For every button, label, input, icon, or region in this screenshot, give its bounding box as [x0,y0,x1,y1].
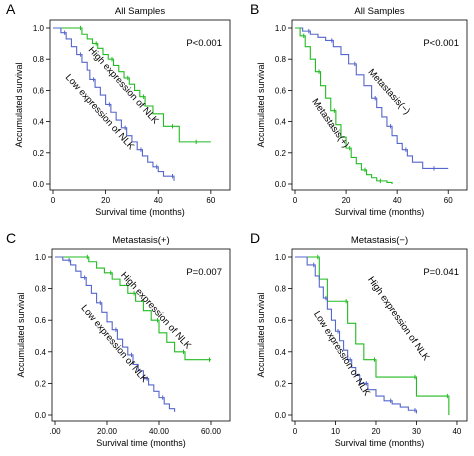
plot-frame [291,248,468,422]
y-tick-label: 1.0 [35,253,47,262]
x-tick-label: 30 [412,427,421,436]
panel-letter: B [250,1,259,17]
y-tick-label: 0.4 [35,348,47,357]
x-tick-label: 20 [372,427,381,436]
x-tick-label: 0 [293,196,298,205]
plot-frame [291,19,468,191]
series-label: Low expression of NLK [79,303,151,385]
survival-curve [295,256,450,415]
y-tick-label: 0.6 [33,86,45,95]
x-axis-label: Survival time (months) [95,207,185,217]
y-tick-label: 0.2 [275,149,287,158]
y-tick-label: 0.2 [35,379,47,388]
x-tick-label: 60 [206,196,215,205]
p-value-annotation: P=0.007 [186,267,222,278]
y-tick-label: 0.0 [35,411,47,420]
x-axis-label: Survival time (months) [335,207,425,217]
survival-curve [295,27,449,169]
y-tick-label: 0.2 [275,379,287,388]
y-tick-label: 0.0 [33,180,45,189]
y-tick-label: 0.0 [275,180,287,189]
x-tick-label: 60 [444,196,453,205]
y-tick-label: 0.6 [275,316,287,325]
plot-frame [51,248,231,422]
panel-letter: A [6,1,16,17]
x-tick-label: 40 [452,427,461,436]
survival-curve [55,256,211,361]
y-axis-label: Accumulated survival [16,292,26,377]
survival-curve [295,27,393,184]
series-label: High expression of NLK [365,275,432,364]
y-tick-label: 0.4 [33,118,45,127]
x-tick-label: .00 [49,427,61,436]
p-value-annotation: P<0.001 [423,38,459,49]
panel-d: D Metastasis(−) P=0.041 0.0 0.2 0.4 0.6 0.8 1.0 0… [250,230,468,448]
p-value-annotation: P<0.001 [186,38,222,49]
y-tick-label: 0.4 [275,118,287,127]
x-tick-label: 60.00 [201,427,222,436]
x-axis-label: Survival time (months) [96,438,186,448]
y-tick-label: 1.0 [275,253,287,262]
panel-letter: C [6,230,16,246]
y-tick-label: 0.6 [35,316,47,325]
x-axis-label: Survival time (months) [335,438,425,448]
y-tick-label: 0.2 [33,149,45,158]
y-axis-label: Accumulated survival [256,292,266,377]
x-tick-label: 40 [393,196,402,205]
y-tick-label: 1.0 [275,24,287,33]
x-tick-label: 20 [342,196,351,205]
y-tick-label: 0.8 [275,285,287,294]
panel-title: All Samples [354,6,404,17]
panel-title: Metastasis(+) [112,235,169,246]
y-tick-label: 0.8 [275,55,287,64]
survival-curve [55,256,176,412]
x-tick-label: 20 [101,196,110,205]
panel-c: C Metastasis(+) P=0.007 0.0 0.2 0.4 0.6 0.8 1.0.… [6,230,231,448]
y-tick-label: 0.4 [275,348,287,357]
x-tick-label: 40.00 [149,427,170,436]
y-axis-label: Accumulated survival [14,62,24,147]
p-value-annotation: P=0.041 [423,267,459,278]
y-tick-label: 0.0 [275,411,287,420]
panel-title: Metastasis(−) [351,235,408,246]
y-tick-label: 1.0 [33,24,45,33]
survival-curve [53,27,211,143]
y-tick-label: 0.6 [275,86,287,95]
plot-frame [49,19,231,191]
panel-b: B All Samples P<0.001 0.0 0.2 0.4 0.6 0.8 1.0 0 20… [250,1,468,217]
x-tick-label: 0 [293,427,298,436]
panel-a: A All Samples P<0.001 0.0 0.2 0.4 0.6 0.8 1.0 0 20… [6,1,231,217]
y-tick-label: 0.8 [33,55,45,64]
y-axis-label: Accumulated survival [256,62,266,147]
y-tick-label: 0.8 [35,285,47,294]
series-label: Metastasis(−) [366,67,413,117]
survival-curve [53,27,175,181]
x-tick-label: 10 [331,427,340,436]
survival-curve [295,256,418,414]
x-tick-label: 0 [51,196,56,205]
x-tick-label: 40 [154,196,163,205]
x-tick-label: 20.00 [97,427,118,436]
panel-title: All Samples [115,6,165,17]
series-label: High expression of NLK [118,270,193,352]
panel-letter: D [250,230,260,246]
